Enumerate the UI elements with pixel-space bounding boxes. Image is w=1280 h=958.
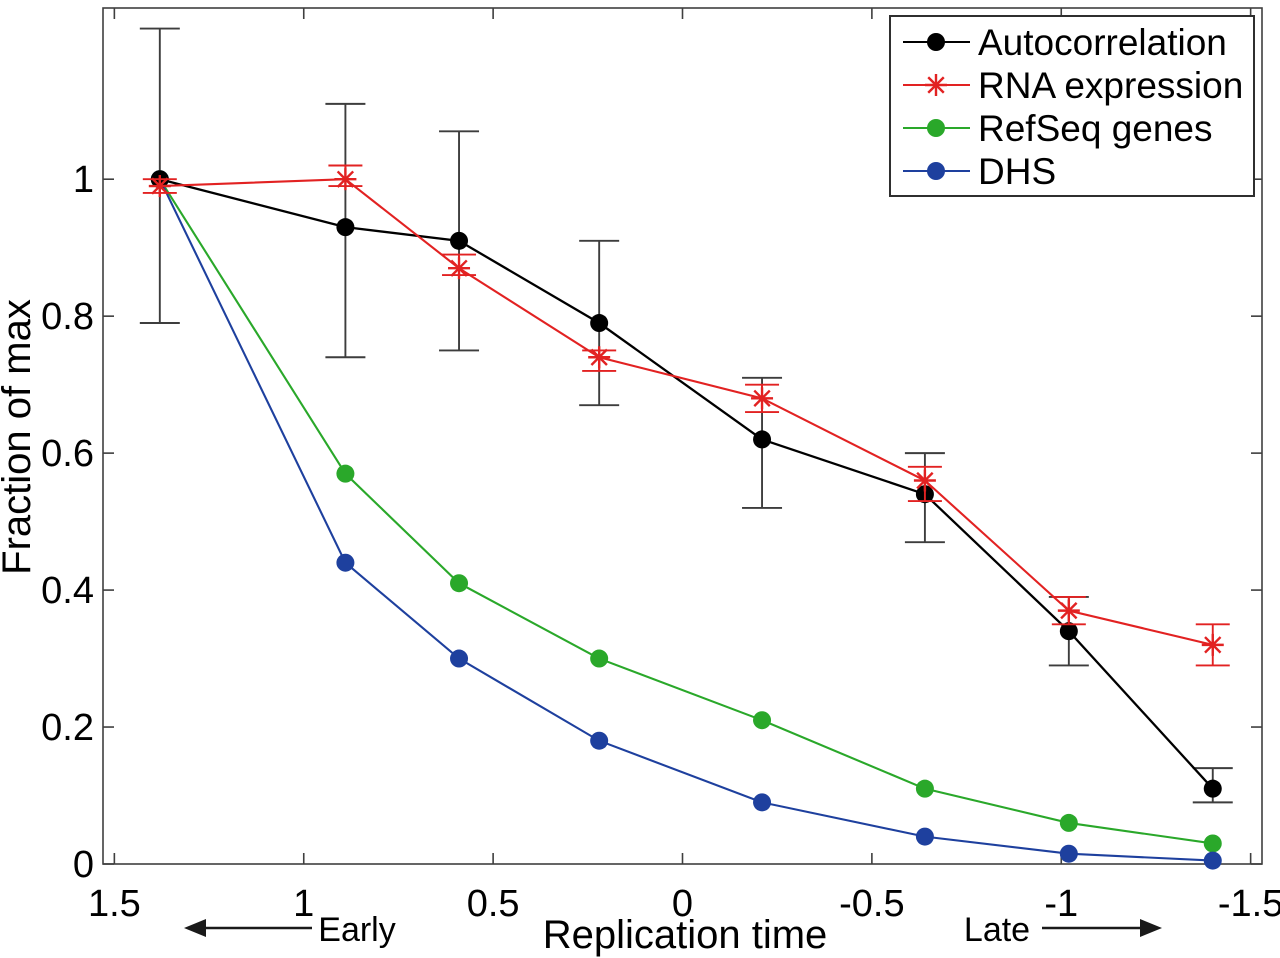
legend-marker-refseq-genes xyxy=(927,119,945,137)
y-tick-label: 0 xyxy=(73,844,94,886)
chart-layers: 1.5 1 0.5 0 -0.5 -1 -1.5 0 0.2 0.4 0.6 0.8 1 Autocorr… xyxy=(41,7,1280,925)
y-tick-label: 0.2 xyxy=(41,707,94,749)
x-tick-label: 1 xyxy=(293,883,314,925)
data-point-marker xyxy=(450,649,469,668)
data-point-marker xyxy=(336,553,355,572)
x-tick-label: -1 xyxy=(1044,883,1078,925)
y-axis-label: Fraction of max xyxy=(0,299,39,575)
legend-marker-autocorrelation xyxy=(927,33,945,51)
legend-marker-dhs xyxy=(927,162,945,180)
data-point-marker xyxy=(913,469,936,492)
data-point-marker xyxy=(450,574,469,593)
data-point-marker xyxy=(336,464,355,483)
data-point-marker xyxy=(753,711,772,730)
series-dhs xyxy=(150,170,1222,870)
legend-entry-dhs: DHS xyxy=(903,151,1056,192)
y-tick-label: 1 xyxy=(73,159,94,201)
data-point-marker xyxy=(148,175,171,198)
x-tick-label: 1.5 xyxy=(88,883,141,925)
data-point-marker xyxy=(753,793,772,812)
data-point-marker xyxy=(1059,622,1078,641)
x-tick-label: -1.5 xyxy=(1218,883,1280,925)
legend-marker-rna-expression xyxy=(925,74,947,96)
late-arrow-icon xyxy=(1042,919,1162,937)
data-point-marker xyxy=(915,779,934,798)
legend-label-refseq-genes: RefSeq genes xyxy=(978,108,1213,149)
data-point-marker xyxy=(450,231,469,250)
series-line xyxy=(159,178,1214,646)
data-point-marker xyxy=(1203,779,1222,798)
data-point-marker xyxy=(915,827,934,846)
x-tick-label: 0.5 xyxy=(467,883,520,925)
early-annotation-label: Early xyxy=(318,911,395,949)
data-point-marker xyxy=(588,346,611,369)
legend-label-rna-expression: RNA expression xyxy=(978,65,1243,106)
series-rna-expression xyxy=(142,164,1230,667)
y-tick-label: 0.6 xyxy=(41,433,94,475)
data-point-marker xyxy=(336,218,355,237)
data-point-marker xyxy=(1059,813,1078,832)
data-point-marker xyxy=(1057,599,1080,622)
series-line xyxy=(158,178,1213,862)
data-point-marker xyxy=(590,649,609,668)
axis-ticks xyxy=(103,8,1262,865)
x-tick-label: 0 xyxy=(672,883,693,925)
legend-box xyxy=(889,15,1255,197)
series-line xyxy=(158,178,1213,845)
legend-label-dhs: DHS xyxy=(978,151,1056,192)
series-line xyxy=(159,178,1214,790)
legend-entry-refseq-genes: RefSeq genes xyxy=(903,108,1213,149)
x-tick-label: -0.5 xyxy=(839,883,904,925)
early-arrow-icon xyxy=(184,919,312,937)
data-point-marker xyxy=(751,387,774,410)
y-tick-label: 0.4 xyxy=(41,570,94,612)
late-annotation-label: Late xyxy=(964,911,1030,949)
legend-entry-autocorrelation: Autocorrelation xyxy=(903,22,1227,63)
data-point-marker xyxy=(334,168,357,191)
data-point-marker xyxy=(590,731,609,750)
data-point-marker xyxy=(1203,851,1222,870)
data-point-marker xyxy=(1203,834,1222,853)
x-axis-label: Replication time xyxy=(543,913,828,957)
data-point-marker xyxy=(590,314,609,333)
data-point-marker xyxy=(1201,633,1224,656)
data-point-marker xyxy=(448,257,471,280)
y-tick-label: 0.8 xyxy=(41,296,94,338)
data-point-marker xyxy=(753,430,772,449)
data-point-marker xyxy=(1059,844,1078,863)
legend-label-autocorrelation: Autocorrelation xyxy=(978,22,1227,63)
legend-entry-rna-expression: RNA expression xyxy=(903,65,1243,106)
